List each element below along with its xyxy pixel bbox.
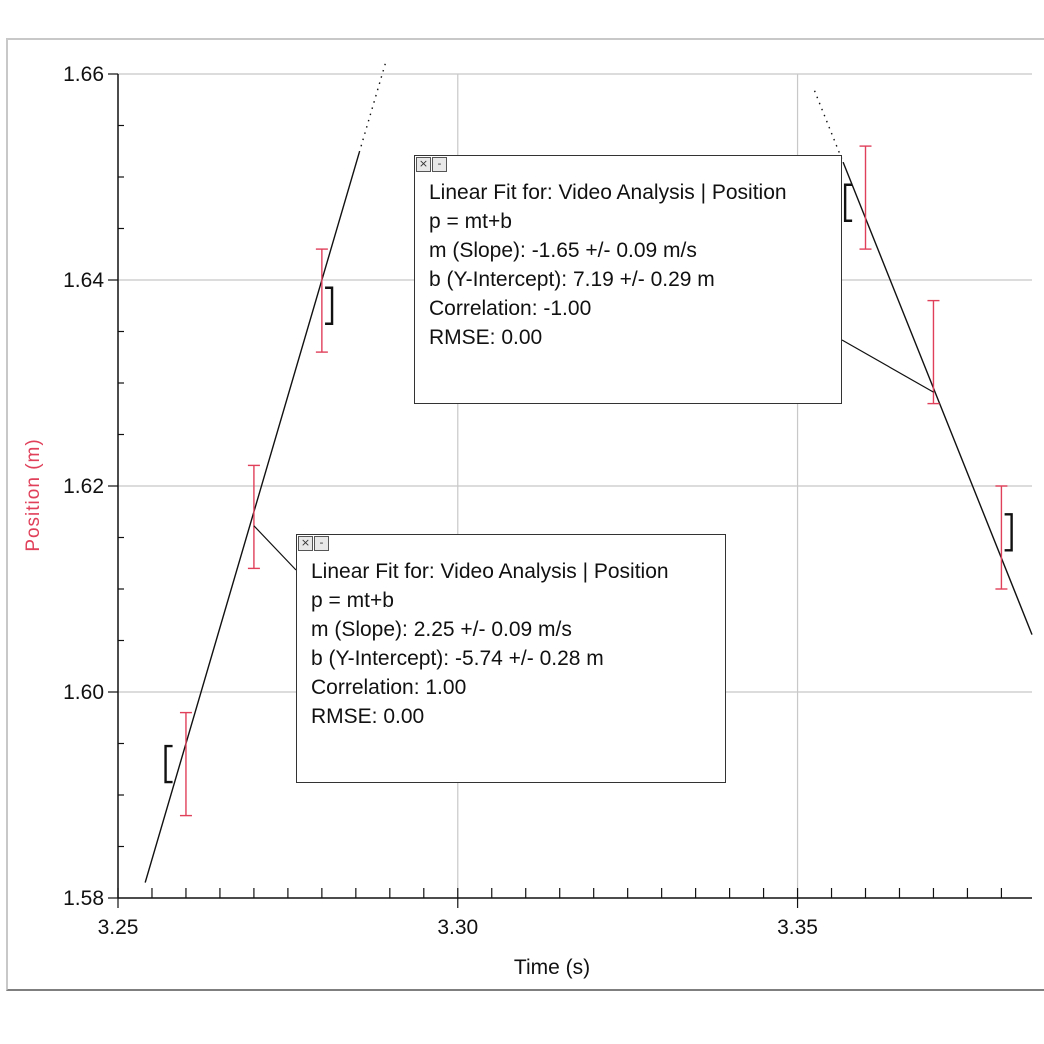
- fit-rmse: RMSE: 0.00: [311, 705, 425, 728]
- fit-title: Linear Fit for: Video Analysis | Positio…: [429, 181, 787, 204]
- fit-slope: m (Slope): -1.65 +/- 0.09 m/s: [429, 239, 697, 262]
- fit-leader-line: [841, 339, 934, 393]
- fit-equation: p = mt+b: [429, 210, 512, 233]
- data-point: [859, 145, 872, 250]
- x-tick-label: 3.35: [777, 916, 818, 939]
- fit-intercept: b (Y-Intercept): 7.19 +/- 0.29 m: [429, 268, 715, 291]
- range-start-bracket: [164, 744, 173, 784]
- fit-leader-line: [253, 525, 297, 571]
- linear-fit-box-increasing[interactable]: × - Linear Fit for: Video Analysis | Pos…: [296, 534, 726, 783]
- fit-line: [144, 152, 360, 883]
- y-axis-label: Position (m): [23, 438, 44, 552]
- range-end-bracket: [1004, 513, 1013, 552]
- fit-correlation: Correlation: -1.00: [429, 297, 592, 320]
- data-point: [315, 248, 328, 353]
- y-tick-label: 1.60: [63, 681, 104, 704]
- linear-fit-box-decreasing[interactable]: × - Linear Fit for: Video Analysis | Pos…: [414, 155, 842, 404]
- fit-line: [842, 161, 1033, 635]
- x-axis-label: Time (s): [513, 956, 591, 979]
- data-point: [247, 464, 260, 570]
- minimize-icon[interactable]: -: [314, 536, 329, 551]
- range-end-bracket: [325, 286, 334, 325]
- y-tick-label: 1.64: [63, 269, 104, 292]
- x-tick-label: 3.25: [98, 916, 139, 939]
- fit-range-brackets[interactable]: [164, 183, 1013, 784]
- fit-box-controls: × -: [298, 536, 329, 551]
- fit-box-controls: × -: [416, 157, 447, 172]
- axes: 1.58 1.60 1.62 1.64 1.66 3.25 3.30 3.35: [63, 63, 1032, 939]
- fit-rmse: RMSE: 0.00: [429, 326, 543, 349]
- data-points: [179, 145, 1008, 817]
- data-point: [995, 485, 1008, 590]
- close-icon[interactable]: ×: [416, 157, 431, 172]
- fit-lines: [144, 59, 1033, 883]
- fit-intercept: b (Y-Intercept): -5.74 +/- 0.28 m: [311, 647, 604, 670]
- range-start-bracket: [843, 183, 853, 222]
- y-tick-label: 1.58: [63, 887, 104, 910]
- close-icon[interactable]: ×: [298, 536, 313, 551]
- y-tick-label: 1.62: [63, 475, 104, 498]
- minimize-icon[interactable]: -: [432, 157, 447, 172]
- fit-correlation: Correlation: 1.00: [311, 676, 467, 699]
- fit-title: Linear Fit for: Video Analysis | Positio…: [311, 560, 669, 583]
- fit-leader-lines: [253, 339, 934, 571]
- data-point: [927, 299, 940, 405]
- y-tick-label: 1.66: [63, 63, 104, 86]
- graph-frame: [6, 38, 1044, 991]
- fit-line-extrapolated: [813, 90, 844, 163]
- x-tick-label: 3.30: [437, 916, 478, 939]
- fit-equation: p = mt+b: [311, 589, 394, 612]
- data-point: [179, 711, 192, 817]
- fit-slope: m (Slope): 2.25 +/- 0.09 m/s: [311, 618, 572, 641]
